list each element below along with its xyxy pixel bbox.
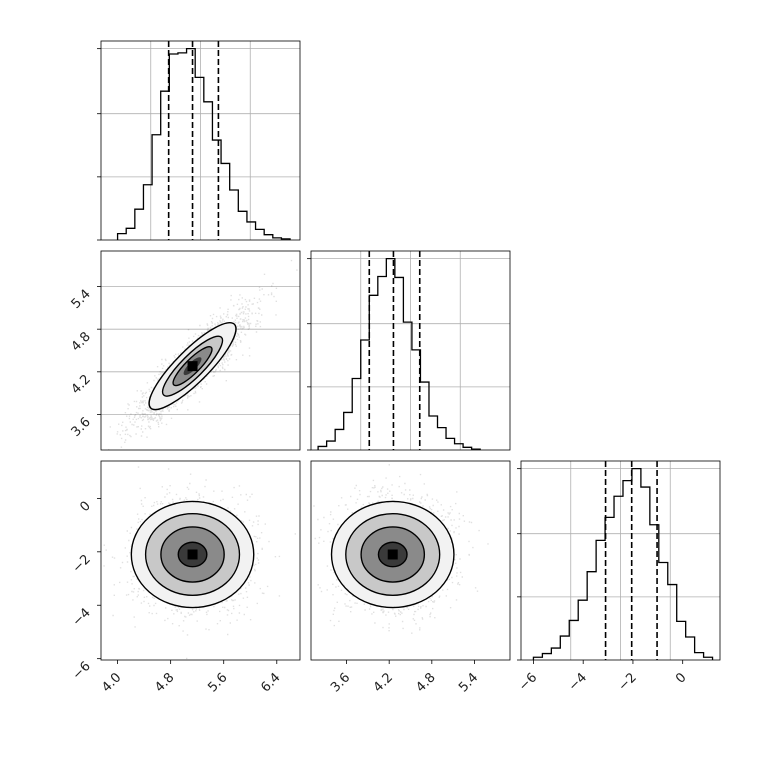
- contour-line: [148, 322, 237, 411]
- density-peak: [187, 549, 198, 560]
- y-tick-label: 5.4: [69, 287, 94, 312]
- x-tick-label: 4.2: [371, 670, 396, 695]
- panel-hist-x2: −6 −4 −2 0: [516, 460, 721, 694]
- contour-line: [172, 346, 213, 387]
- panel-scatter-x0-x2: 0 −2 −4 −6 4.0 4.8 5.6 6.4: [70, 460, 301, 695]
- x-tick-label: −4: [566, 670, 590, 694]
- contour-line: [144, 512, 241, 596]
- x-tick-label: 3.6: [328, 670, 353, 695]
- axes-frame: [100, 250, 301, 451]
- y-tick-label: −4: [70, 605, 94, 629]
- contour-line: [345, 512, 441, 596]
- y-tick-label: 4.2: [69, 372, 94, 397]
- axes-frame: [310, 460, 511, 661]
- contour-line: [377, 541, 408, 568]
- histogram-step: [317, 258, 481, 450]
- x-tick-label: 5.4: [456, 670, 481, 695]
- y-tick-label: −6: [70, 659, 94, 683]
- contour-line: [330, 500, 455, 609]
- contour-line: [360, 526, 426, 583]
- axes-frame: [310, 250, 511, 451]
- density-peak: [387, 549, 398, 560]
- panel-scatter-x1-x2: 3.6 4.2 4.8 5.4: [310, 460, 511, 695]
- x-tick-label: −2: [616, 670, 640, 694]
- contour-line: [160, 526, 225, 583]
- panel-hist-x0: [97, 40, 301, 241]
- contour-line: [177, 541, 208, 568]
- x-tick-label: −6: [516, 670, 540, 694]
- axes-frame: [520, 460, 721, 661]
- panel-scatter-x0-x1: 3.6 4.2 4.8 5.4: [69, 250, 301, 451]
- axes-frame: [100, 40, 301, 241]
- panel-hist-x1: [307, 250, 511, 451]
- contour-line: [161, 335, 224, 397]
- x-tick-label: 6.4: [258, 670, 283, 695]
- y-tick-label: −2: [70, 552, 94, 576]
- histogram-step: [532, 468, 714, 660]
- x-tick-label: 4.8: [413, 670, 438, 695]
- y-tick-label: 3.6: [69, 415, 94, 440]
- axes-frame: [100, 460, 301, 661]
- histogram-step: [116, 48, 291, 240]
- x-tick-label: 5.6: [205, 670, 230, 695]
- x-tick-label: 0: [673, 670, 689, 686]
- plot-area: [101, 259, 300, 450]
- contour-line: [130, 500, 255, 609]
- density-peak: [187, 361, 198, 372]
- x-tick-label: 4.0: [99, 670, 124, 695]
- plot-area: [103, 466, 296, 660]
- x-tick-label: 4.8: [152, 670, 177, 695]
- y-tick-label: 0: [77, 499, 93, 515]
- y-tick-label: 4.8: [69, 329, 94, 354]
- plot-area: [313, 464, 489, 634]
